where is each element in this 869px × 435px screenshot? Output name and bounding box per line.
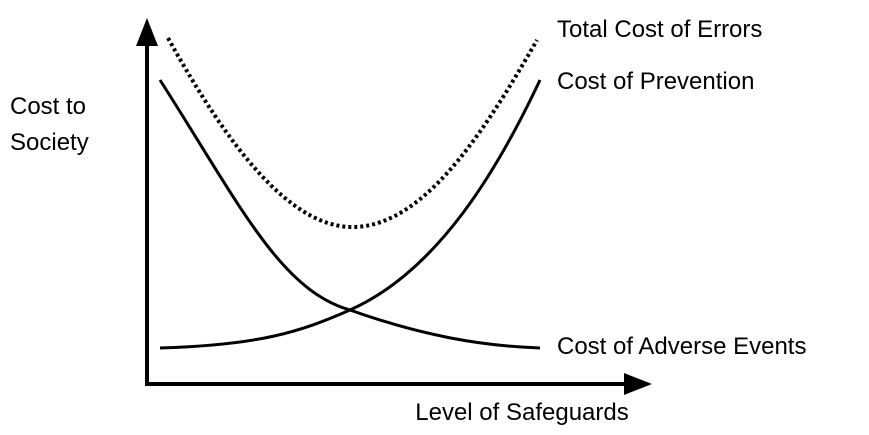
adverse-events-curve — [158, 79, 541, 350]
prevention-curve — [159, 79, 542, 350]
x-axis-label: Level of Safeguards — [415, 399, 628, 426]
curve-label: Cost of Prevention — [557, 68, 754, 95]
y-axis-label: Cost to — [10, 93, 86, 120]
total-cost-curve — [166, 37, 539, 230]
curve-label: Cost of Adverse Events — [557, 333, 806, 360]
y-axis-arrow — [136, 18, 158, 46]
curve-label: Total Cost of Errors — [557, 16, 762, 43]
x-axis-arrow — [624, 373, 652, 395]
y-axis-label: Society — [10, 129, 89, 156]
